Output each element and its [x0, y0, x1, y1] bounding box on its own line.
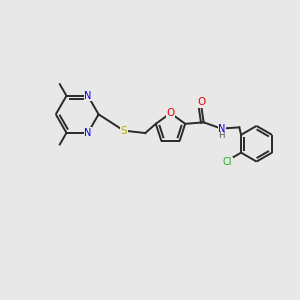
- Text: N: N: [218, 124, 226, 134]
- Text: H: H: [218, 131, 225, 140]
- Text: Cl: Cl: [223, 157, 232, 167]
- Text: S: S: [121, 126, 127, 136]
- Text: O: O: [197, 98, 206, 107]
- Text: O: O: [167, 108, 175, 118]
- Text: N: N: [84, 91, 92, 101]
- Text: N: N: [84, 128, 92, 138]
